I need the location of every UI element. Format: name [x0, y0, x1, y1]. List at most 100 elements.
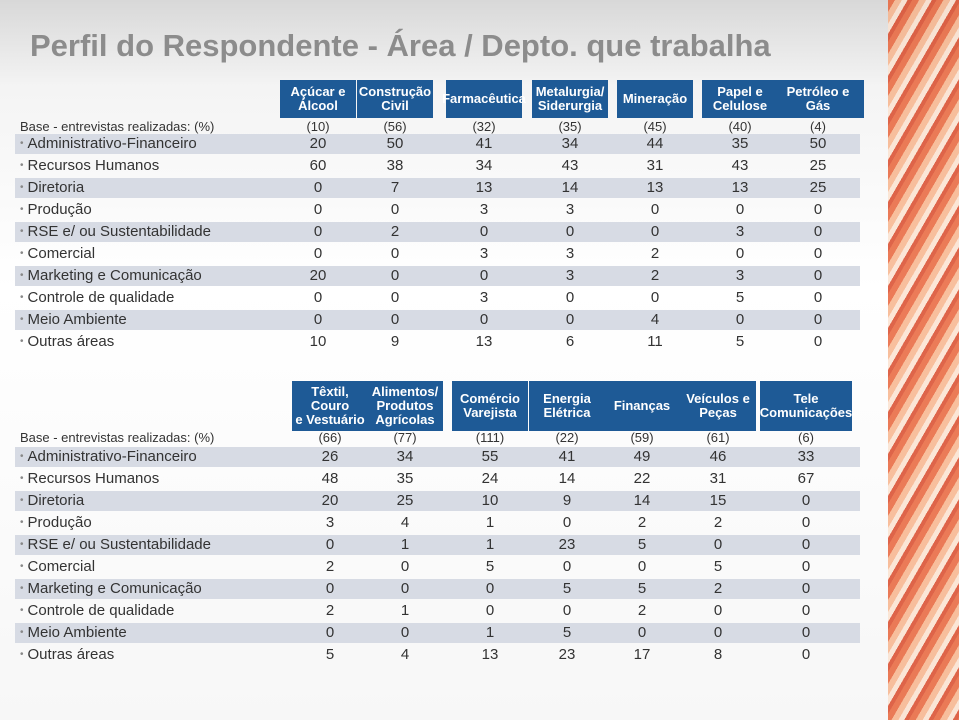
- cell-value: 0: [565, 223, 575, 240]
- cell-value: 55: [481, 448, 499, 465]
- cell-value: 0: [650, 201, 660, 218]
- cell-value: 3: [565, 201, 575, 218]
- header-line: Gás: [805, 98, 831, 113]
- cell-value: 25: [809, 179, 827, 196]
- base-value: (56): [383, 119, 407, 134]
- row-label: Outras áreas: [20, 333, 115, 350]
- cell-value: 35: [731, 135, 749, 152]
- cell-value: 33: [797, 448, 815, 465]
- cell-value: 0: [313, 311, 323, 328]
- cell-value: 14: [561, 179, 579, 196]
- cell-value: 31: [646, 157, 664, 174]
- cell-value: 35: [396, 470, 414, 487]
- header-line: Farmacêutica: [442, 91, 526, 106]
- row-label: Marketing e Comunicação: [20, 580, 202, 597]
- row-shade: [15, 579, 860, 599]
- cell-value: 1: [485, 536, 495, 553]
- base-value: (4): [810, 119, 826, 134]
- cell-value: 0: [400, 624, 410, 641]
- header-line: Construção: [358, 84, 432, 99]
- cell-value: 0: [565, 311, 575, 328]
- cell-value: 0: [313, 179, 323, 196]
- cell-value: 9: [390, 333, 400, 350]
- cell-value: 0: [485, 580, 495, 597]
- cell-value: 0: [400, 558, 410, 575]
- row-shade: [15, 266, 860, 286]
- cell-value: 38: [386, 157, 404, 174]
- cell-value: 4: [650, 311, 660, 328]
- cell-value: 2: [650, 245, 660, 262]
- base-value: (59): [630, 430, 654, 445]
- base-value: (10): [306, 119, 330, 134]
- header-line: Comércio: [460, 391, 520, 406]
- cell-value: 3: [479, 201, 489, 218]
- cell-value: 0: [390, 201, 400, 218]
- cell-value: 0: [801, 624, 811, 641]
- row-shade: [15, 178, 860, 198]
- cell-value: 5: [637, 536, 647, 553]
- row-label: Meio Ambiente: [20, 311, 127, 328]
- cell-value: 0: [813, 201, 823, 218]
- cell-value: 3: [479, 289, 489, 306]
- header-line: Açúcar e: [290, 84, 346, 99]
- cell-value: 0: [562, 602, 572, 619]
- cell-value: 2: [637, 514, 647, 531]
- cell-value: 0: [562, 558, 572, 575]
- row-label: Produção: [20, 201, 92, 218]
- cell-value: 0: [813, 267, 823, 284]
- cell-value: 0: [813, 223, 823, 240]
- cell-value: 0: [735, 311, 745, 328]
- cell-value: 0: [325, 580, 335, 597]
- cell-value: 10: [481, 492, 499, 509]
- column-header: Petróleo e Gás: [772, 80, 864, 118]
- title: Perfil do Respondente - Área / Depto. qu…: [30, 28, 771, 63]
- header-line: Veículos e: [686, 391, 750, 406]
- cell-value: 0: [637, 624, 647, 641]
- cell-value: 1: [400, 536, 410, 553]
- row-label: Comercial: [20, 558, 96, 575]
- cell-value: 26: [321, 448, 339, 465]
- cell-value: 0: [479, 223, 489, 240]
- cell-value: 50: [386, 135, 404, 152]
- cell-value: 31: [709, 470, 727, 487]
- cell-value: 15: [709, 492, 727, 509]
- header-line: Civil: [381, 98, 409, 113]
- cell-value: 46: [709, 448, 727, 465]
- row-label: Comercial: [20, 245, 96, 262]
- cell-value: 43: [561, 157, 579, 174]
- cell-value: 50: [809, 135, 827, 152]
- cell-value: 3: [325, 514, 335, 531]
- header-line: Têxtil, Couro: [310, 384, 350, 413]
- base-value: (66): [318, 430, 342, 445]
- row-label: Recursos Humanos: [20, 470, 160, 487]
- column-header: Farmacêutica: [442, 80, 526, 118]
- cell-value: 0: [390, 289, 400, 306]
- column-header: Metalurgia/Siderurgia: [532, 80, 608, 118]
- column-header: Energia Elétrica: [529, 381, 605, 431]
- cell-value: 2: [325, 602, 335, 619]
- column-header: Açúcar e Álcool: [280, 80, 356, 118]
- decoration: [888, 0, 959, 720]
- column-header: Construção Civil: [357, 80, 433, 118]
- row-label: Meio Ambiente: [20, 624, 127, 641]
- cell-value: 0: [637, 558, 647, 575]
- cell-value: 25: [396, 492, 414, 509]
- cell-value: 0: [390, 311, 400, 328]
- header-line: Peças: [699, 405, 737, 420]
- header-line: e Vestuário: [295, 412, 365, 427]
- header-line: Celulose: [712, 98, 768, 113]
- header-line: Siderurgia: [537, 98, 603, 113]
- cell-value: 0: [313, 201, 323, 218]
- header-line: Tele: [793, 391, 819, 406]
- row-label: Recursos Humanos: [20, 157, 160, 174]
- cell-value: 7: [390, 179, 400, 196]
- cell-value: 17: [633, 646, 651, 663]
- header-line: Comunicações: [759, 405, 853, 420]
- row-label: Administrativo-Financeiro: [20, 135, 197, 152]
- cell-value: 14: [633, 492, 651, 509]
- cell-value: 34: [561, 135, 579, 152]
- row-label: RSE e/ ou Sustentabilidade: [20, 223, 211, 240]
- cell-value: 14: [558, 470, 576, 487]
- cell-value: 5: [562, 580, 572, 597]
- cell-value: 5: [485, 558, 495, 575]
